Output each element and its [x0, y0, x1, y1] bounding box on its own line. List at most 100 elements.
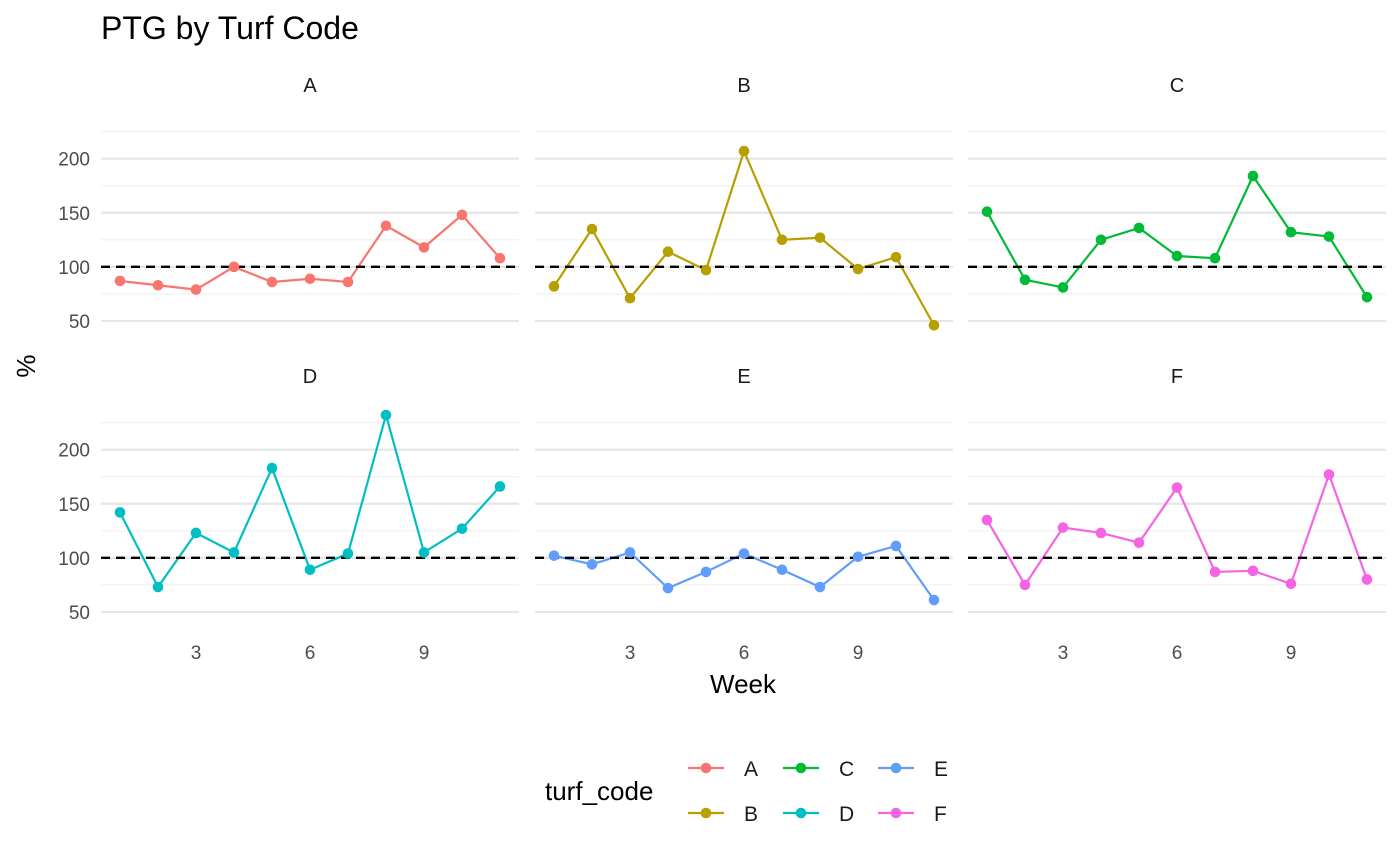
strip-label: B	[737, 75, 750, 97]
data-point	[1209, 252, 1221, 264]
legend-item-b: B	[688, 803, 758, 826]
strip-label: F	[1171, 366, 1183, 388]
panel-c: C	[968, 75, 1386, 323]
strip-label: E	[737, 366, 750, 388]
data-point	[190, 527, 202, 539]
data-point	[1247, 565, 1259, 577]
data-point	[586, 223, 598, 235]
legend-key-point	[890, 762, 902, 774]
data-point	[852, 263, 864, 275]
panel-b: B	[535, 75, 953, 331]
data-point	[1133, 537, 1145, 549]
strip-label: C	[1170, 75, 1184, 97]
data-point	[890, 540, 902, 552]
x-tick-label: 3	[1058, 643, 1069, 664]
y-tick-label: 50	[69, 312, 90, 333]
data-point	[1361, 291, 1373, 303]
data-point	[1133, 222, 1145, 234]
y-tick-label: 150	[58, 495, 90, 516]
series-line-c	[986, 173, 1368, 298]
data-point	[662, 582, 674, 594]
legend-item-e: E	[878, 758, 948, 781]
legend-label: B	[744, 803, 758, 826]
series-line-b	[553, 147, 935, 326]
data-point	[776, 564, 788, 576]
y-tick-label: 200	[58, 441, 90, 462]
data-point	[1285, 578, 1297, 590]
data-point	[548, 550, 560, 561]
x-tick-label: 6	[1172, 643, 1183, 664]
data-point	[1171, 482, 1183, 493]
legend-key-point	[795, 762, 807, 774]
data-point	[981, 206, 993, 217]
data-point	[1019, 274, 1031, 286]
data-point	[852, 551, 864, 563]
data-point	[190, 284, 202, 295]
data-point	[152, 279, 164, 291]
legend-label: A	[744, 758, 758, 781]
data-point	[1095, 527, 1107, 539]
strip-label: D	[303, 366, 317, 388]
data-point	[700, 264, 712, 276]
legend-label: E	[934, 758, 948, 781]
legend: turf_code AB CD EF	[545, 758, 948, 826]
data-point	[494, 481, 506, 492]
legend-item-c: C	[783, 758, 854, 781]
legend-item-d: D	[783, 803, 854, 826]
data-point	[814, 581, 826, 593]
data-point	[1323, 231, 1335, 242]
data-point	[738, 145, 750, 157]
data-point	[928, 319, 940, 331]
data-point	[1171, 250, 1183, 262]
data-point	[738, 548, 750, 559]
data-point	[776, 234, 788, 246]
data-point	[1209, 566, 1221, 578]
y-tick-label: 200	[58, 150, 90, 171]
data-point	[266, 462, 278, 474]
data-point	[928, 594, 940, 606]
data-point	[114, 507, 126, 518]
legend-key-point	[890, 807, 902, 819]
y-tick-label: 100	[58, 549, 90, 570]
strip-label: A	[303, 75, 317, 97]
x-tick-label: 9	[853, 643, 864, 664]
data-point	[814, 232, 826, 243]
data-point	[586, 559, 598, 570]
x-tick-label: 9	[1286, 643, 1297, 664]
data-point	[1285, 226, 1297, 238]
y-tick-label: 150	[58, 204, 90, 225]
data-point	[114, 275, 126, 287]
data-point	[1247, 170, 1259, 182]
data-point	[662, 246, 674, 258]
legend-label: C	[839, 758, 854, 781]
data-point	[1361, 574, 1373, 585]
data-point	[228, 261, 240, 273]
panel-e: E 3 6 9	[535, 366, 953, 664]
x-tick-label: 3	[625, 643, 636, 664]
data-point	[342, 548, 354, 559]
legend-label: F	[934, 803, 947, 826]
data-point	[304, 564, 316, 576]
legend-item-f: F	[878, 803, 947, 826]
legend-key-point	[700, 807, 712, 819]
chart-title: PTG by Turf Code	[101, 10, 359, 46]
data-point	[1057, 522, 1069, 533]
legend-item-a: A	[688, 758, 758, 781]
data-point	[342, 276, 354, 288]
legend-key-point	[700, 762, 712, 774]
data-point	[304, 273, 316, 285]
data-point	[418, 547, 430, 558]
data-point	[624, 547, 636, 558]
data-point	[1057, 282, 1069, 293]
data-point	[890, 251, 902, 263]
x-tick-label: 3	[191, 643, 202, 664]
data-point	[418, 242, 430, 253]
legend-key-point	[795, 807, 807, 819]
legend-label: D	[839, 803, 854, 826]
data-point	[548, 281, 560, 292]
data-point	[1095, 234, 1107, 246]
panel-a: A 50 100 150 200	[58, 75, 519, 333]
data-point	[700, 566, 712, 578]
data-point	[266, 276, 278, 288]
x-tick-label: 9	[419, 643, 430, 664]
